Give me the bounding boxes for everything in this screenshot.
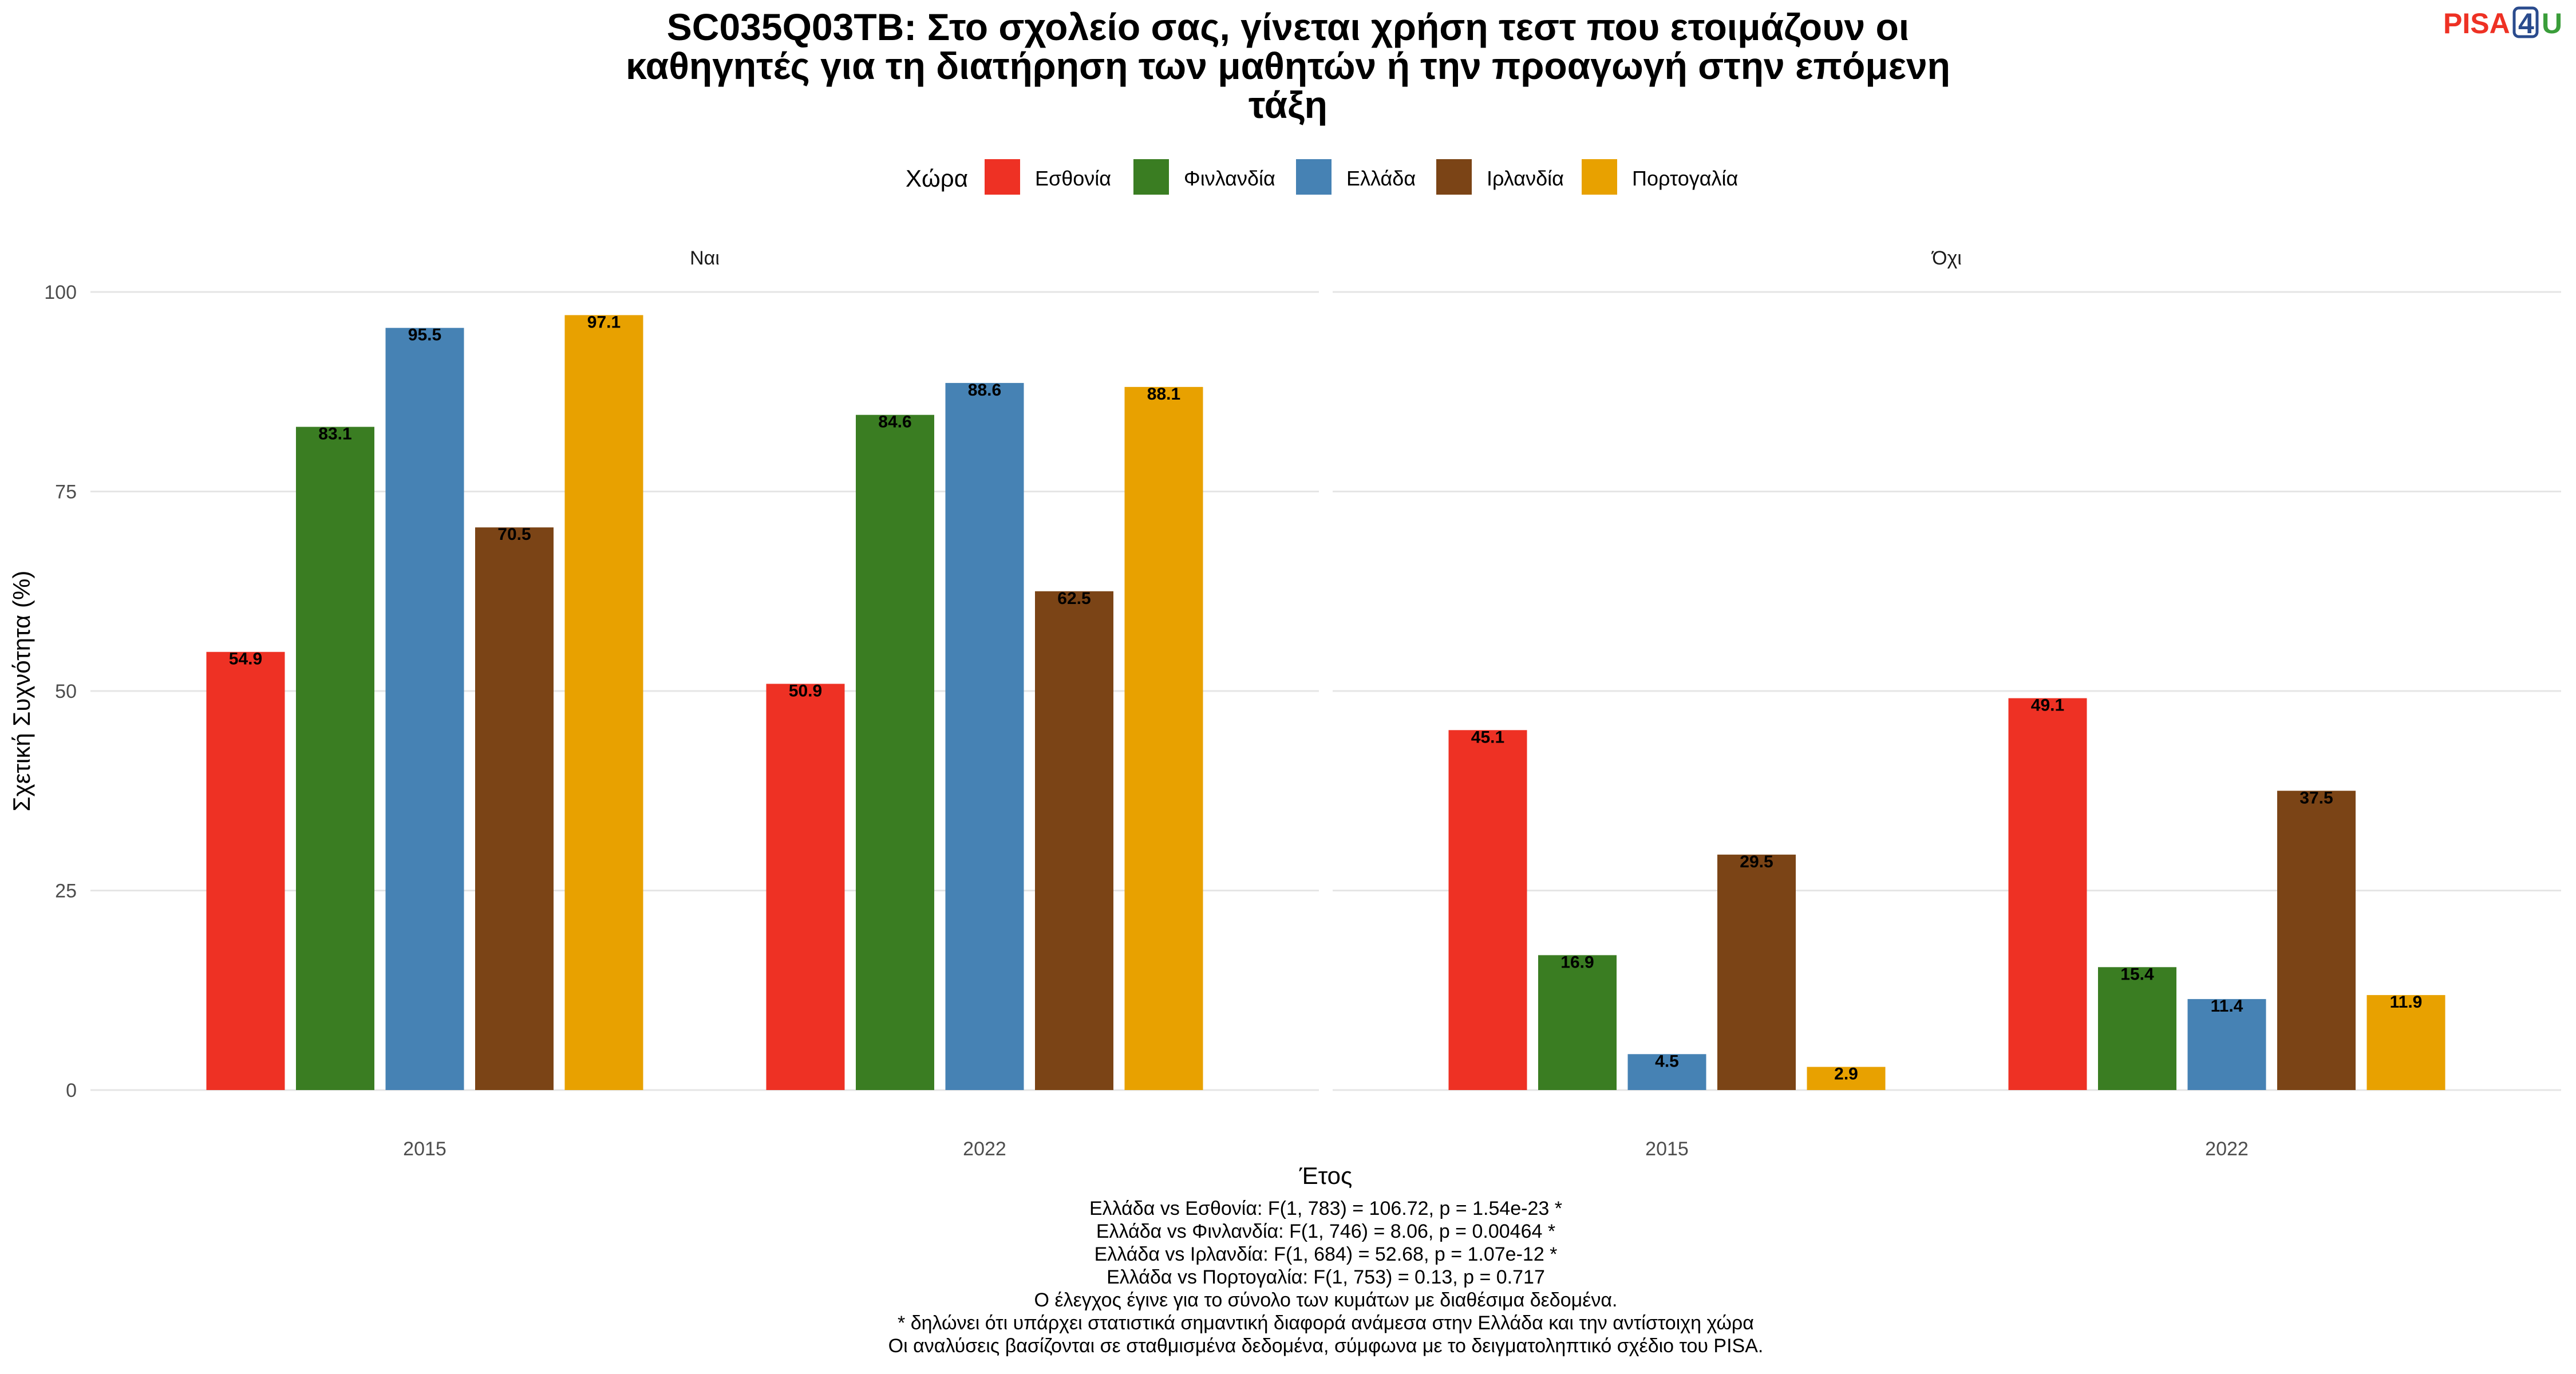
bar (1448, 730, 1527, 1090)
legend-label: Ελλάδα (1346, 167, 1416, 190)
bar (856, 414, 934, 1090)
y-tick-label: 25 (55, 881, 77, 902)
facet-panel: Ναι 54.9 83.1 95.5 70.5 97.1 2015 50.9 84.6 88.6 6… (90, 247, 1319, 1160)
bar-value-label: 16.9 (1560, 953, 1594, 972)
x-tick-label: 2015 (403, 1138, 447, 1160)
y-tick-label: 75 (55, 481, 77, 503)
title-line: καθηγητές για τη διατήρηση των μαθητών ή… (626, 45, 1950, 87)
legend-swatch (1133, 159, 1169, 195)
bar-value-label: 37.5 (2300, 788, 2333, 807)
bar (2008, 698, 2087, 1090)
y-tick-label: 50 (55, 681, 77, 702)
caption-line: Οι αναλύσεις βασίζονται σε σταθμισμένα δ… (888, 1335, 1764, 1357)
bar-value-label: 83.1 (318, 425, 351, 444)
y-axis-title: Σχετική Συχνότητα (%) (8, 571, 35, 812)
facet-panel: Όχι 45.1 16.9 4.5 29.5 2.9 2015 49.1 15.4 11.4 37.… (1333, 247, 2561, 1160)
bar (1124, 386, 1203, 1090)
bar (945, 382, 1024, 1090)
caption-block: Ελλάδα vs Εσθονία: F(1, 783) = 106.72, p… (888, 1198, 1764, 1357)
pisa4u-logo: PISA 4 U (2443, 6, 2562, 40)
bar-value-label: 50.9 (789, 681, 822, 700)
legend: Χώρα Εσθονία Φινλανδία Ελλάδα Ιρλανδία Πορτογ… (906, 159, 1738, 195)
legend-label: Φινλανδία (1184, 167, 1275, 190)
bar-value-label: 84.6 (878, 413, 911, 432)
title-line: SC035Q03TB: Στο σχολείο σας, γίνεται χρή… (667, 6, 1909, 48)
bar (2098, 967, 2176, 1090)
bar (1538, 955, 1617, 1090)
logo-text-4: 4 (2518, 7, 2534, 40)
bar (296, 427, 374, 1091)
chart-panels: Ναι 54.9 83.1 95.5 70.5 97.1 2015 50.9 84.6 88.6 6… (90, 247, 2561, 1160)
bar (2366, 995, 2445, 1090)
caption-line: Ο έλεγχος έγινε για το σύνολο των κυμάτω… (1034, 1289, 1618, 1311)
bar (1807, 1067, 1886, 1090)
caption-line: Ελλάδα vs Πορτογαλία: F(1, 753) = 0.13, … (1107, 1266, 1545, 1288)
bar (475, 527, 554, 1090)
legend-swatch (1436, 159, 1472, 195)
caption-line: Ελλάδα vs Φινλανδία: F(1, 746) = 8.06, p… (1096, 1221, 1555, 1242)
facet-label: Ναι (690, 247, 720, 269)
bar-value-label: 11.9 (2390, 993, 2423, 1012)
bar-value-label: 54.9 (229, 650, 262, 669)
legend-label: Πορτογαλία (1632, 167, 1738, 190)
bar (385, 327, 464, 1090)
bar (206, 652, 285, 1090)
bar (2277, 791, 2356, 1090)
bar-value-label: 11.4 (2211, 997, 2243, 1016)
bar-value-label: 70.5 (497, 525, 531, 544)
bar-value-label: 15.4 (2120, 965, 2154, 984)
legend-swatch (1296, 159, 1332, 195)
bar-value-label: 49.1 (2031, 696, 2064, 715)
bar-value-label: 88.1 (1147, 385, 1180, 404)
axes: 0 25 50 75 100 Σχετική Συχνότητα (%) Έτος (8, 282, 1352, 1189)
x-tick-label: 2022 (963, 1138, 1006, 1160)
legend-swatch (1582, 159, 1617, 195)
bar-value-label: 62.5 (1057, 589, 1091, 608)
title-line: τάξη (1249, 84, 1327, 126)
x-tick-label: 2015 (1645, 1138, 1689, 1160)
caption-line: Ελλάδα vs Ιρλανδία: F(1, 684) = 52.68, p… (1095, 1243, 1558, 1265)
bar-value-label: 2.9 (1834, 1065, 1858, 1084)
x-tick-label: 2022 (2205, 1138, 2249, 1160)
bar-value-label: 4.5 (1655, 1052, 1679, 1071)
legend-title: Χώρα (906, 165, 968, 192)
bar-value-label: 29.5 (1740, 852, 1773, 871)
bar (766, 684, 845, 1090)
legend-label: Ιρλανδία (1487, 167, 1564, 190)
bar-value-label: 95.5 (408, 326, 441, 345)
y-tick-label: 100 (44, 282, 77, 303)
x-axis-title: Έτος (1299, 1162, 1353, 1189)
caption-line: * δηλώνει ότι υπάρχει στατιστικά σημαντι… (898, 1312, 1754, 1334)
legend-swatch (985, 159, 1020, 195)
bar (1717, 854, 1796, 1090)
bar (1035, 591, 1113, 1090)
legend-label: Εσθονία (1035, 167, 1111, 190)
facet-label: Όχι (1931, 247, 1962, 269)
bar (2187, 999, 2266, 1090)
caption-line: Ελλάδα vs Εσθονία: F(1, 783) = 106.72, p… (1089, 1198, 1562, 1219)
bar-value-label: 88.6 (968, 381, 1001, 400)
logo-text-pisa: PISA (2443, 7, 2510, 40)
y-tick-label: 0 (66, 1080, 77, 1101)
logo-digit-box (2512, 6, 2539, 38)
bar-value-label: 97.1 (587, 313, 621, 331)
bar (564, 315, 643, 1090)
logo-text-u: U (2542, 7, 2562, 40)
bar (1627, 1054, 1706, 1090)
chart-title: SC035Q03TB: Στο σχολείο σας, γίνεται χρή… (626, 6, 1950, 126)
bar-value-label: 45.1 (1471, 728, 1504, 747)
